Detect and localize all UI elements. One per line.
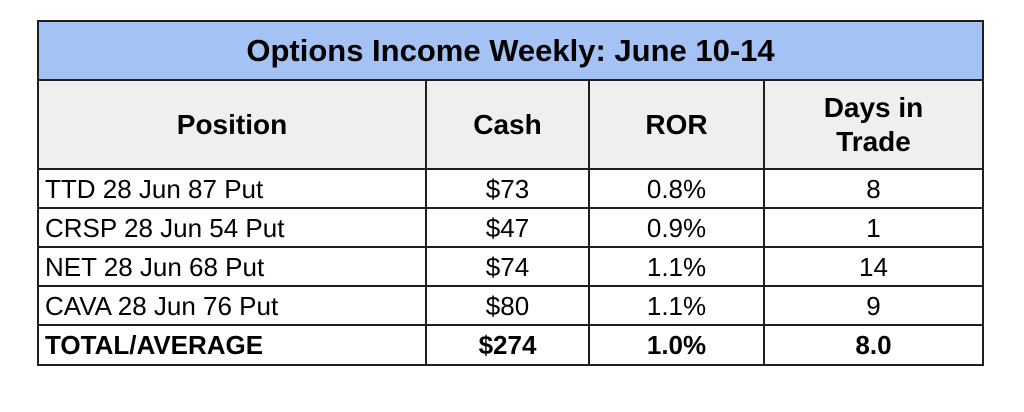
title-row: Options Income Weekly: June 10-14 — [36, 20, 985, 81]
cell-days: 8 — [762, 168, 985, 209]
table-row: CAVA 28 Jun 76 Put $80 1.1% 9 — [37, 285, 985, 326]
total-label: TOTAL/AVERAGE — [37, 324, 427, 366]
cell-days: 1 — [762, 207, 985, 248]
cell-ror: 0.9% — [588, 207, 765, 248]
cell-cash: $80 — [425, 285, 590, 326]
cell-days: 9 — [762, 285, 985, 326]
cell-position: CRSP 28 Jun 54 Put — [37, 207, 427, 248]
options-income-table: Options Income Weekly: June 10-14 Positi… — [36, 20, 985, 366]
cell-position: CAVA 28 Jun 76 Put — [37, 285, 427, 326]
header-cash: Cash — [425, 79, 590, 170]
cell-position: TTD 28 Jun 87 Put — [37, 168, 427, 209]
average-days: 8.0 — [762, 324, 985, 366]
header-row: Position Cash ROR Days in Trade — [37, 79, 985, 170]
table-title: Options Income Weekly: June 10-14 — [36, 20, 985, 81]
total-row: TOTAL/AVERAGE $274 1.0% 8.0 — [37, 324, 985, 366]
table-row: CRSP 28 Jun 54 Put $47 0.9% 1 — [37, 207, 985, 248]
cell-cash: $47 — [425, 207, 590, 248]
total-cash: $274 — [425, 324, 590, 366]
header-position: Position — [37, 79, 427, 170]
header-ror: ROR — [588, 79, 765, 170]
cell-position: NET 28 Jun 68 Put — [37, 246, 427, 287]
header-days-in-trade-text: Days in Trade — [823, 91, 924, 157]
cell-cash: $74 — [425, 246, 590, 287]
cell-ror: 0.8% — [588, 168, 765, 209]
cell-days: 14 — [762, 246, 985, 287]
cell-ror: 1.1% — [588, 285, 765, 326]
cell-ror: 1.1% — [588, 246, 765, 287]
header-days-in-trade: Days in Trade — [762, 79, 985, 170]
table-row: TTD 28 Jun 87 Put $73 0.8% 8 — [37, 168, 985, 209]
cell-cash: $73 — [425, 168, 590, 209]
table-row: NET 28 Jun 68 Put $74 1.1% 14 — [37, 246, 985, 287]
average-ror: 1.0% — [588, 324, 765, 366]
